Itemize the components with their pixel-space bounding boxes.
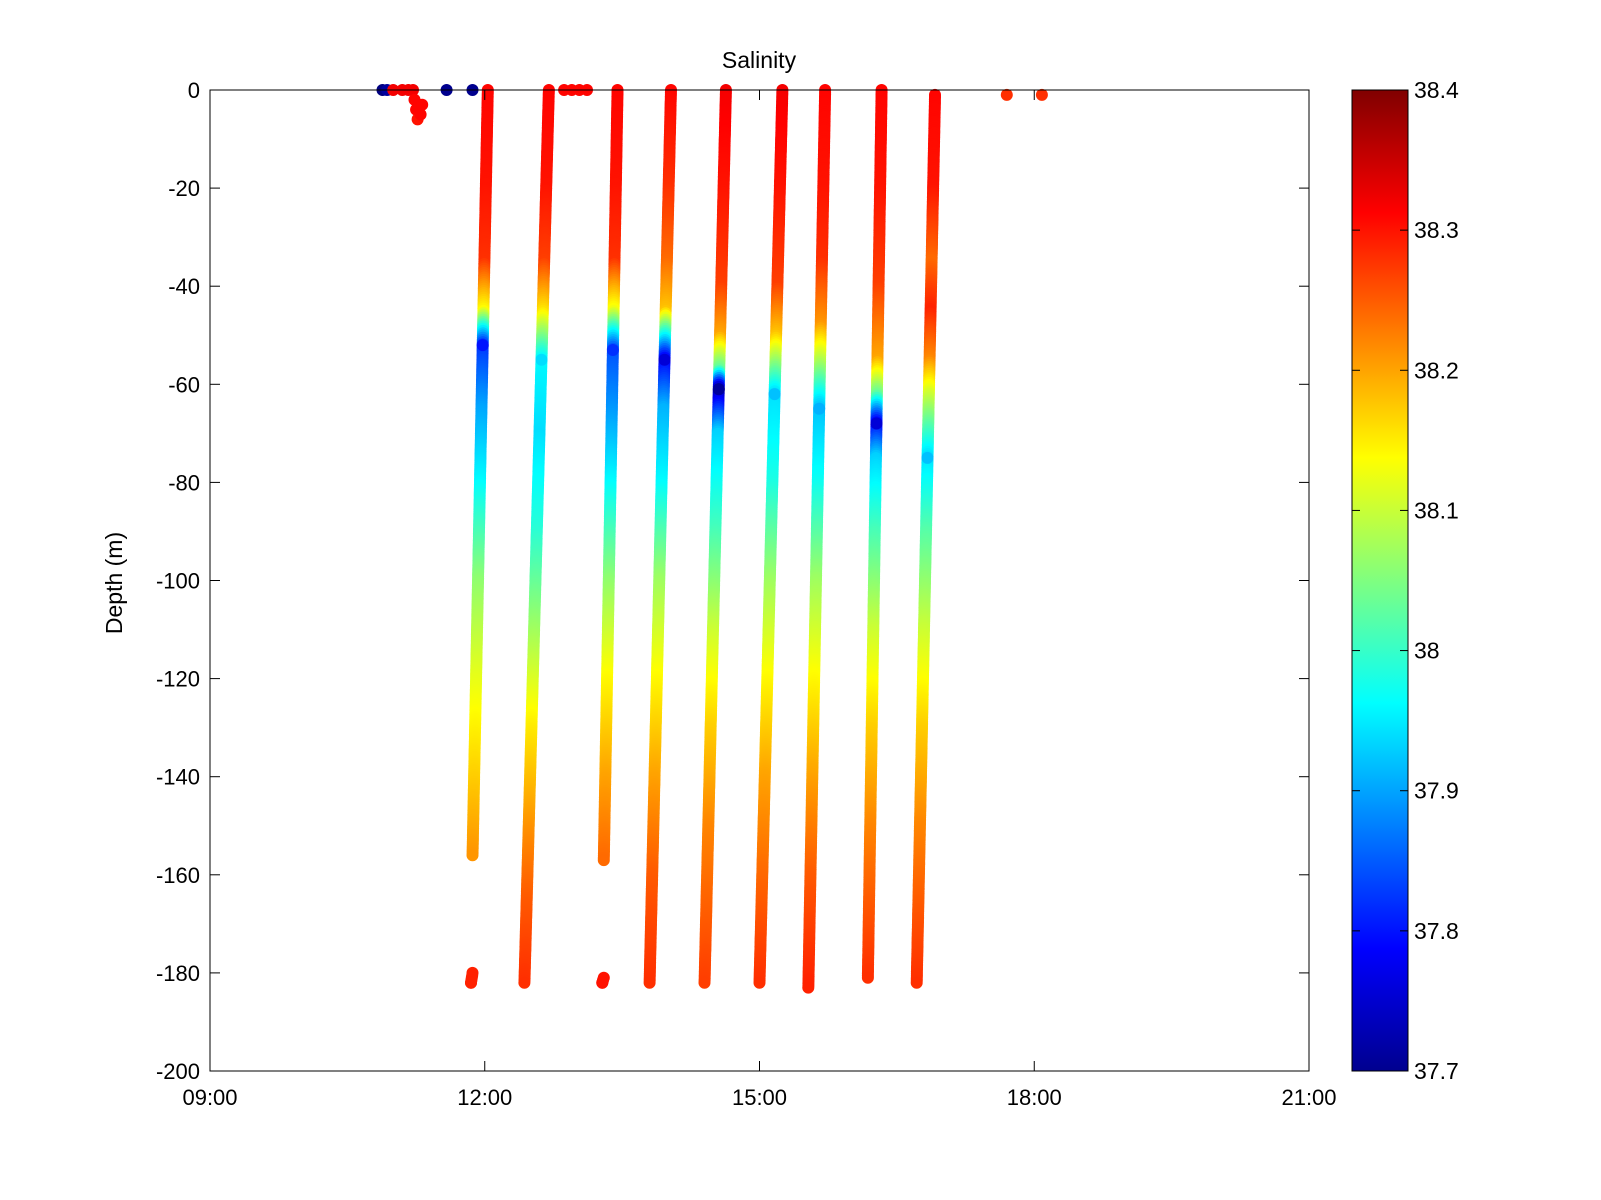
y-tick-label: 0 xyxy=(188,78,200,103)
profile-cast xyxy=(910,88,941,989)
surface-point xyxy=(1000,88,1013,101)
y-tick-label: -80 xyxy=(168,470,200,495)
profile-cast xyxy=(596,971,610,989)
profile-minimum-point xyxy=(712,383,725,396)
y-axis-label: Depth (m) xyxy=(101,532,127,634)
profile-minimum-point xyxy=(476,339,489,352)
y-tick-label: -100 xyxy=(156,569,200,594)
data-point xyxy=(861,971,874,984)
surface-point xyxy=(414,108,427,121)
profile-cast xyxy=(753,84,789,989)
profile-minimum-point xyxy=(921,451,934,464)
chart-title: Salinity xyxy=(722,47,797,73)
x-axis: 09:00 12:00 15:00 18:00 21:00 xyxy=(182,90,1337,1110)
profile-minimum-point xyxy=(768,388,781,401)
profile-minimum-point xyxy=(596,976,609,989)
profile-cast xyxy=(597,84,624,867)
colorbar-tick-label: 38.2 xyxy=(1414,357,1459,383)
profile-minimum-point xyxy=(535,353,548,366)
profile-cast xyxy=(643,84,677,989)
colorbar xyxy=(1351,89,1409,1072)
x-tick-label: 18:00 xyxy=(1007,1085,1062,1110)
y-tick-label: -180 xyxy=(156,961,200,986)
colorbar-tick-label: 38.4 xyxy=(1414,77,1459,103)
data-point xyxy=(802,981,815,994)
x-tick-label: 15:00 xyxy=(732,1085,787,1110)
surface-point xyxy=(1035,88,1048,101)
profile-minimum-point xyxy=(813,402,826,415)
profile-cast xyxy=(466,84,494,862)
data-point xyxy=(698,976,711,989)
surface-point xyxy=(416,98,429,111)
y-tick-label: -20 xyxy=(168,176,200,201)
profile-minimum-point xyxy=(870,417,883,430)
x-tick-label: 12:00 xyxy=(457,1085,512,1110)
y-tick-label: -60 xyxy=(168,372,200,397)
y-tick-label: -40 xyxy=(168,274,200,299)
profile-cast xyxy=(698,84,732,989)
colorbar-ticks: 38.4 38.3 38.2 38.1 38 37.9 37.8 37.7 xyxy=(1352,77,1459,1084)
profile-cast xyxy=(465,966,479,989)
colorbar-tick-label: 37.9 xyxy=(1414,778,1459,804)
data-point xyxy=(910,976,923,989)
profile-minimum-point xyxy=(658,353,671,366)
colorbar-tick-label: 37.8 xyxy=(1414,918,1459,944)
colorbar-tick-label: 38 xyxy=(1414,638,1440,664)
data-point xyxy=(597,854,610,867)
data-points xyxy=(376,84,1048,994)
y-axis: 0 -20 -40 -60 -80 -100 -120 -140 -160 -180 -200 xyxy=(156,78,1309,1084)
data-point xyxy=(753,976,766,989)
x-tick-label: 21:00 xyxy=(1281,1085,1336,1110)
data-point xyxy=(643,976,656,989)
data-point xyxy=(466,849,479,862)
data-point xyxy=(518,976,531,989)
x-tick-label: 09:00 xyxy=(182,1085,237,1110)
y-tick-label: -140 xyxy=(156,765,200,790)
profile-minimum-point xyxy=(606,344,619,356)
y-tick-label: -120 xyxy=(156,667,200,692)
y-tick-label: -160 xyxy=(156,863,200,888)
colorbar-tick-label: 38.3 xyxy=(1414,217,1459,243)
profile-cast xyxy=(802,84,832,994)
profile-minimum-point xyxy=(465,976,477,989)
y-tick-label: -200 xyxy=(156,1059,200,1084)
profile-cast xyxy=(518,84,555,989)
colorbar-tick-label: 37.7 xyxy=(1414,1058,1459,1084)
profile-cast xyxy=(861,84,888,984)
colorbar-tick-label: 38.1 xyxy=(1414,497,1459,523)
